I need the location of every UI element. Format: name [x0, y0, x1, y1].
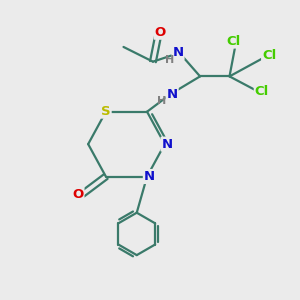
Text: N: N	[167, 88, 178, 100]
Text: H: H	[164, 55, 174, 65]
Text: N: N	[144, 170, 155, 183]
Text: Cl: Cl	[255, 85, 269, 98]
Text: O: O	[72, 188, 83, 201]
Text: S: S	[101, 105, 111, 118]
Text: H: H	[157, 95, 166, 106]
Text: N: N	[172, 46, 184, 59]
Text: O: O	[155, 26, 166, 39]
Text: Cl: Cl	[227, 34, 241, 48]
Text: N: N	[161, 138, 172, 151]
Text: Cl: Cl	[262, 49, 276, 62]
